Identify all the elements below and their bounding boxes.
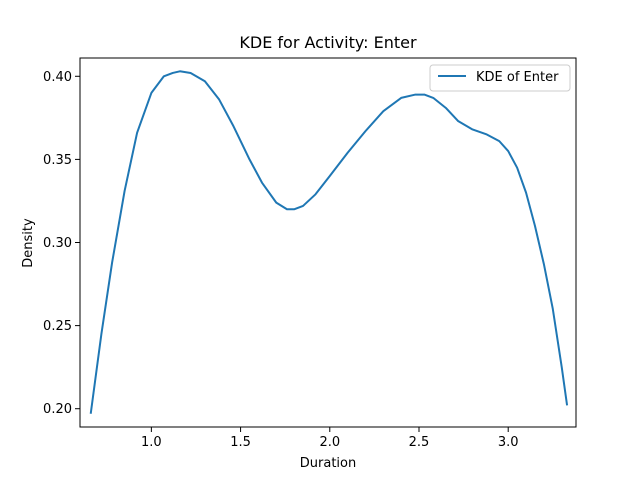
chart-title: KDE for Activity: Enter bbox=[239, 33, 417, 52]
y-axis-label: Density bbox=[21, 218, 36, 268]
x-tick-label: 1.0 bbox=[141, 435, 162, 450]
x-tick-label: 1.5 bbox=[230, 435, 251, 450]
x-tick-label: 2.0 bbox=[319, 435, 340, 450]
y-tick-label: 0.20 bbox=[43, 402, 72, 417]
x-tick-label: 3.0 bbox=[498, 435, 519, 450]
y-tick-label: 0.30 bbox=[43, 236, 72, 251]
x-tick-label: 2.5 bbox=[409, 435, 430, 450]
plot-area bbox=[80, 58, 576, 427]
x-axis-label: Duration bbox=[300, 456, 356, 471]
legend-box bbox=[429, 64, 571, 92]
y-axis-ticks: 0.20 0.25 0.30 0.35 0.40 bbox=[43, 70, 80, 417]
y-tick-label: 0.25 bbox=[43, 319, 72, 334]
y-tick-label: 0.40 bbox=[43, 70, 72, 85]
legend: KDE of Enter bbox=[429, 64, 571, 92]
legend-label: KDE of Enter bbox=[476, 70, 559, 85]
kde-line-0 bbox=[89, 70, 569, 414]
y-tick-label: 0.35 bbox=[43, 153, 72, 168]
curve-layer bbox=[89, 70, 569, 414]
x-axis-ticks: 1.0 1.5 2.0 2.5 3.0 bbox=[141, 427, 519, 450]
